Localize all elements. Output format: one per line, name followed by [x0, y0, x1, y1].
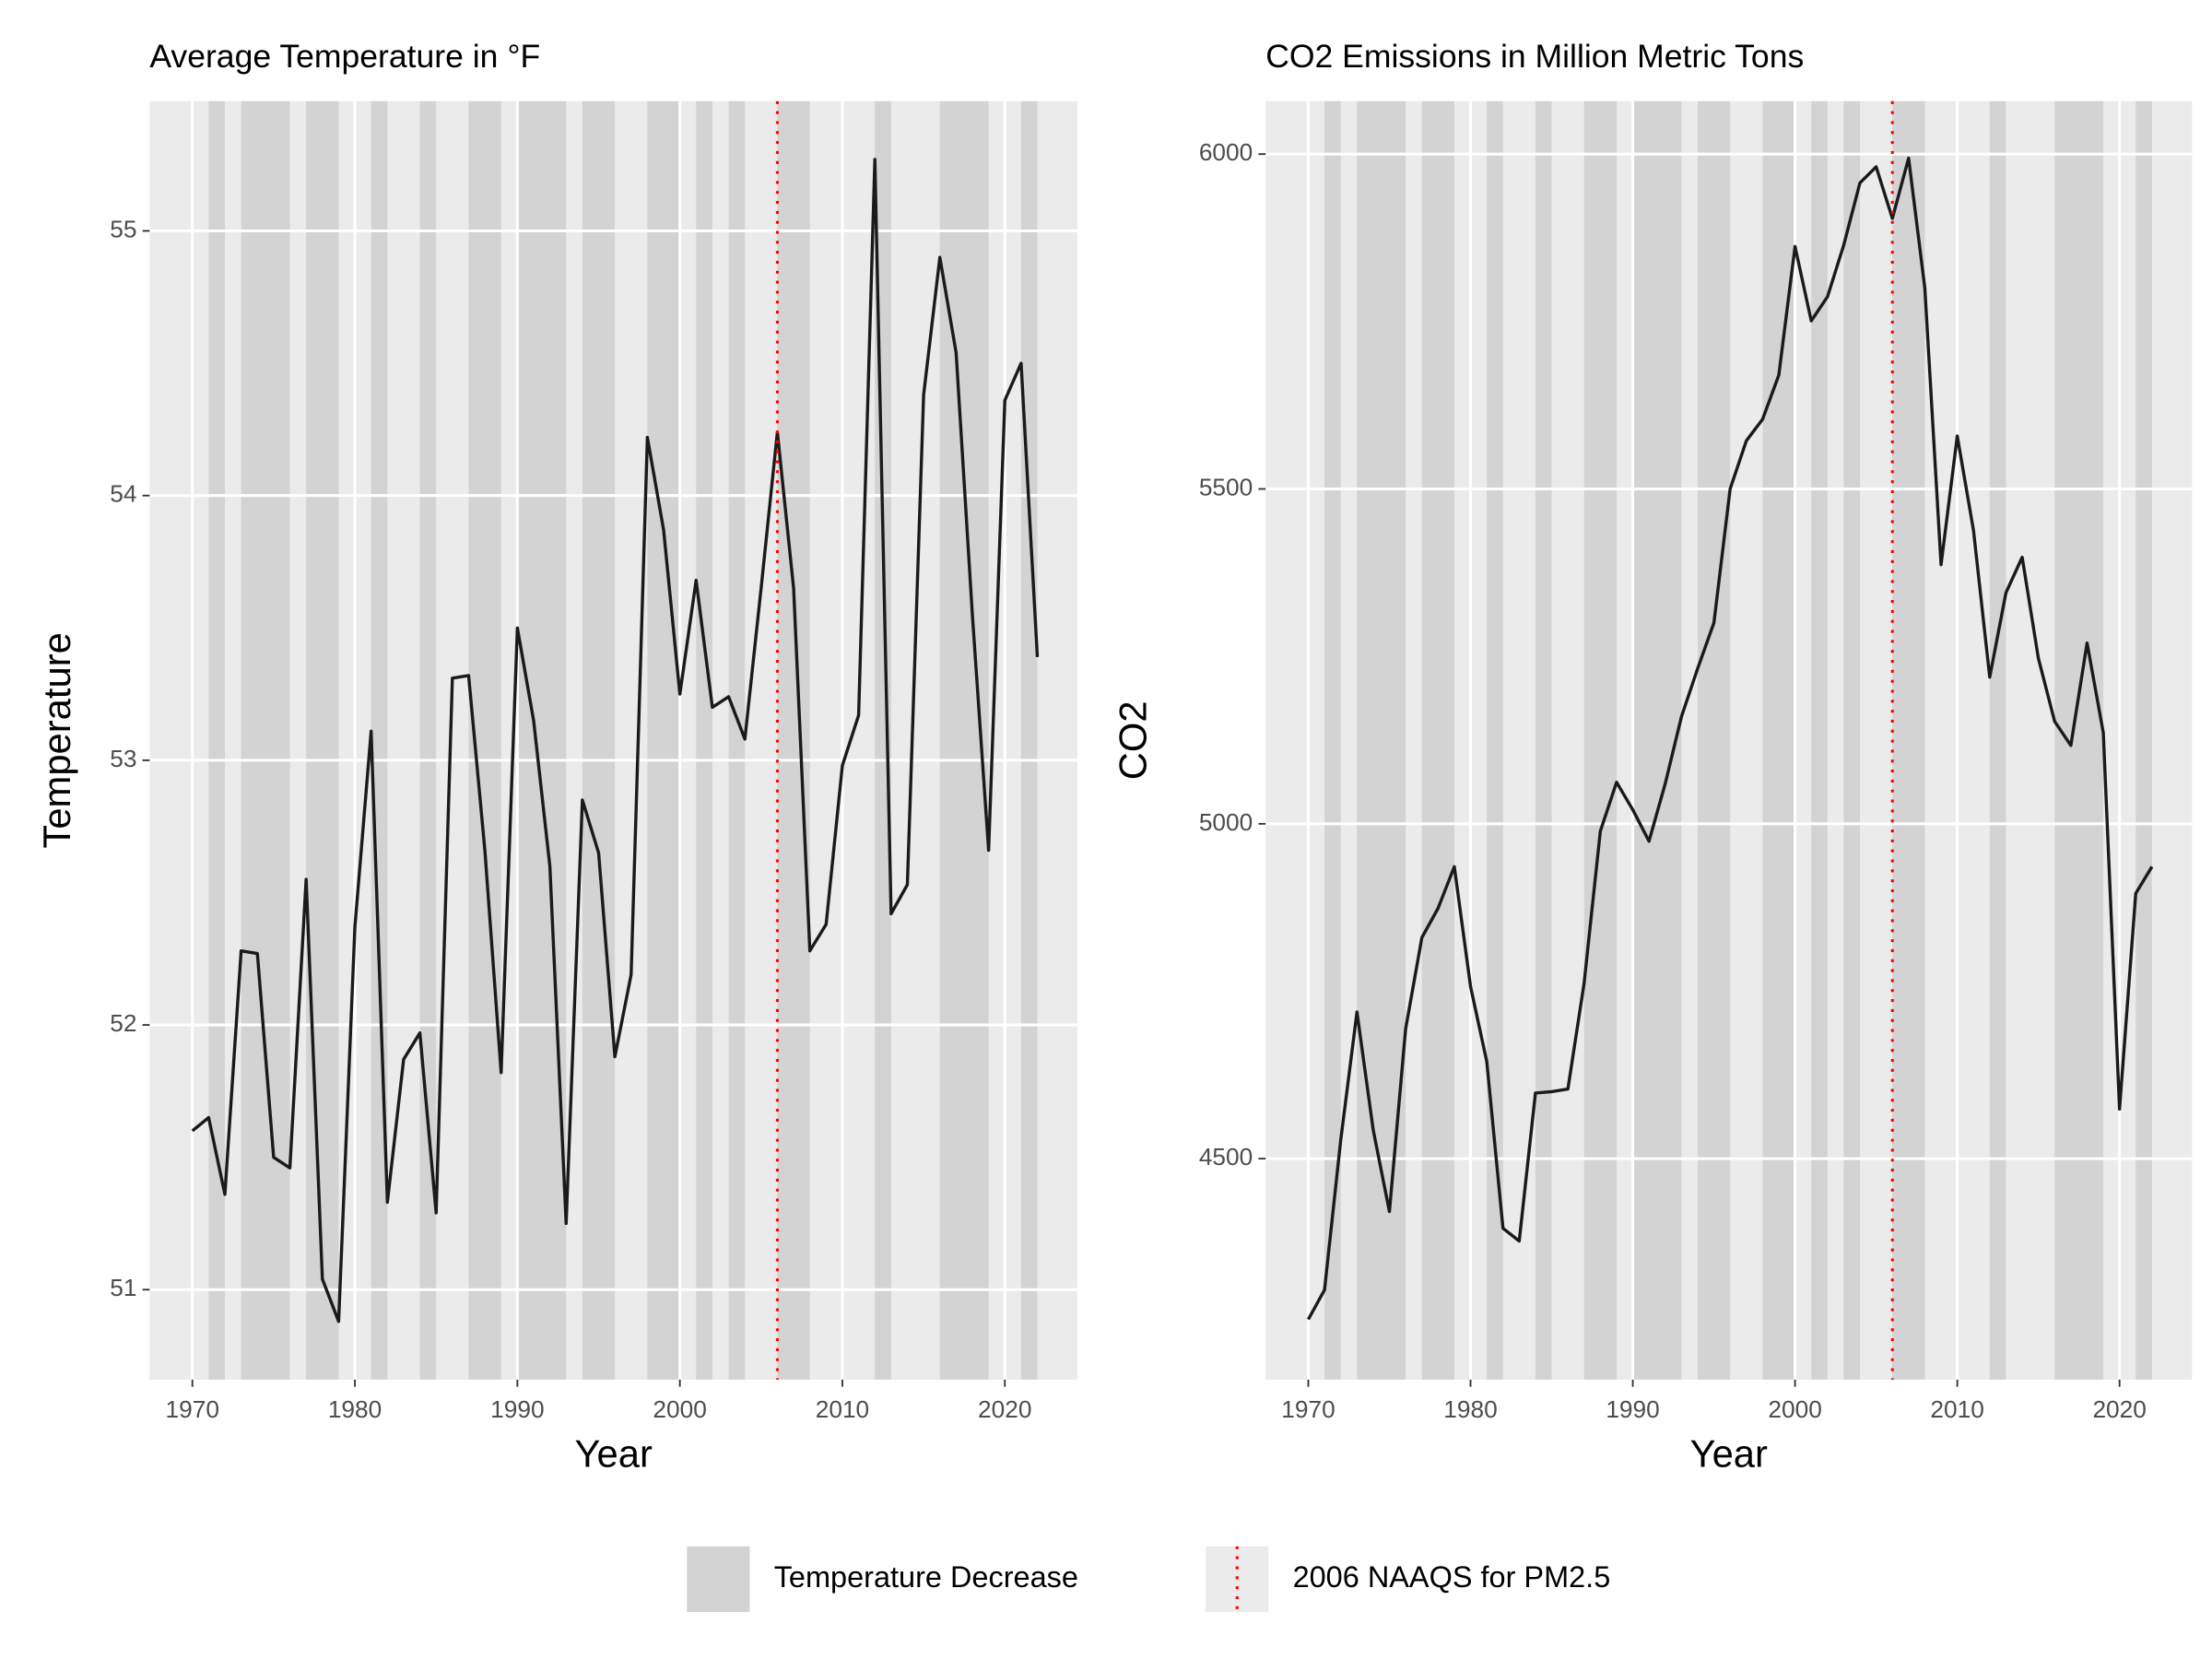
y-axis-title: Temperature	[35, 632, 78, 848]
decrease-band	[517, 100, 567, 1380]
decrease-band	[1421, 100, 1454, 1380]
decrease-band	[777, 100, 810, 1380]
decrease-band	[1535, 100, 1552, 1380]
chart-title: Average Temperature in °F	[149, 38, 540, 75]
y-tick-label: 5500	[1199, 473, 1253, 500]
decrease-band	[1583, 100, 1617, 1380]
decrease-band	[2136, 100, 2152, 1380]
x-tick-label: 1980	[1443, 1395, 1497, 1423]
x-tick-label: 2010	[816, 1395, 869, 1423]
x-tick-label: 1980	[328, 1395, 382, 1423]
decrease-band	[582, 100, 616, 1380]
x-tick-label: 2010	[1930, 1395, 1983, 1423]
decrease-band	[647, 100, 680, 1380]
decrease-band	[371, 100, 388, 1380]
y-tick-label: 55	[110, 215, 136, 242]
decrease-band	[1762, 100, 1795, 1380]
legend-label: Temperature Decrease	[774, 1560, 1078, 1594]
decrease-band	[728, 100, 746, 1380]
decrease-band	[419, 100, 437, 1380]
x-axis-title: Year	[575, 1431, 653, 1475]
data-line	[191, 158, 1040, 1324]
decrease-band	[208, 100, 226, 1380]
decrease-band	[696, 100, 712, 1380]
decrease-band	[1811, 100, 1828, 1380]
y-axis-title: CO2	[1112, 700, 1155, 780]
decrease-band	[2054, 100, 2104, 1380]
decrease-band	[1892, 100, 1925, 1380]
y-tick-label: 51	[110, 1274, 136, 1301]
y-tick-label: 54	[110, 480, 136, 508]
decrease-band	[1487, 100, 1503, 1380]
x-tick-label: 2020	[978, 1395, 1031, 1423]
decrease-band	[1324, 100, 1341, 1380]
x-tick-label: 1970	[166, 1395, 219, 1423]
data-line	[1307, 156, 2154, 1321]
legend-label: 2006 NAAQS for PM2.5	[1293, 1560, 1611, 1594]
x-tick-label: 1990	[1606, 1395, 1659, 1423]
y-tick-label: 5000	[1199, 808, 1253, 836]
decrease-band	[1632, 100, 1682, 1380]
legend-swatch	[687, 1546, 750, 1612]
x-tick-label: 1970	[1281, 1395, 1335, 1423]
y-tick-label: 52	[110, 1009, 136, 1037]
decrease-band	[1357, 100, 1406, 1380]
decrease-band	[1843, 100, 1861, 1380]
x-axis-title: Year	[1690, 1431, 1768, 1475]
decrease-band	[306, 100, 339, 1380]
chart-title: CO2 Emissions in Million Metric Tons	[1265, 38, 1804, 75]
x-tick-label: 1990	[490, 1395, 544, 1423]
y-tick-label: 6000	[1199, 138, 1253, 166]
x-tick-label: 2000	[1768, 1395, 1821, 1423]
decrease-band	[241, 100, 290, 1380]
x-tick-label: 2020	[2092, 1395, 2146, 1423]
decrease-band	[1989, 100, 2006, 1380]
decrease-band	[1697, 100, 1731, 1380]
y-tick-label: 53	[110, 745, 136, 772]
x-tick-label: 2000	[653, 1395, 706, 1423]
y-tick-label: 4500	[1199, 1143, 1253, 1171]
decrease-band	[1020, 100, 1038, 1380]
